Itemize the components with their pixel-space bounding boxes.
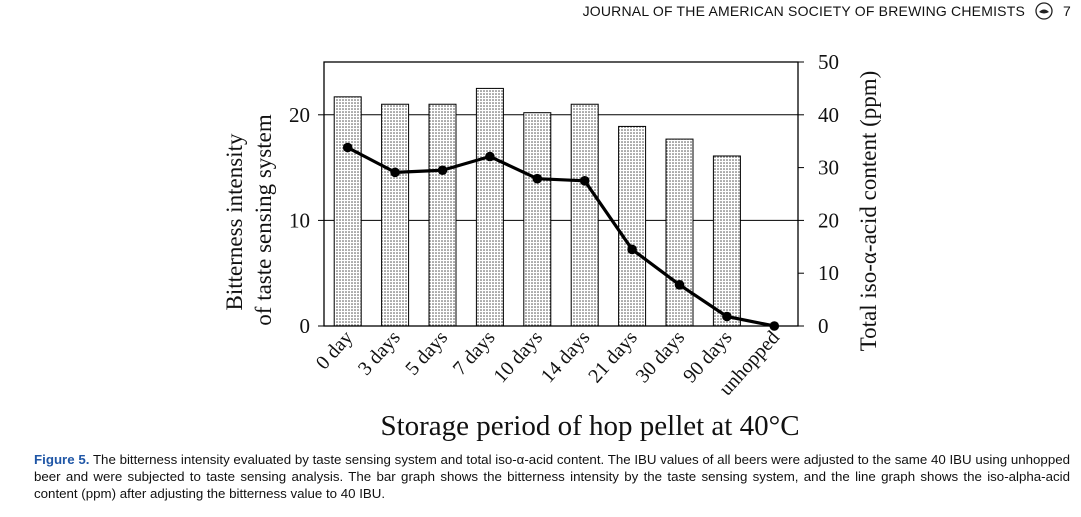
bar-series xyxy=(333,87,741,327)
figure-label: Figure 5. xyxy=(34,452,90,467)
page-header: JOURNAL OF THE AMERICAN SOCIETY OF BREWI… xyxy=(583,0,1071,22)
bar-4 xyxy=(523,112,552,327)
category-label-6: 21 days xyxy=(584,326,642,387)
figure-caption-text: The bitterness intensity evaluated by ta… xyxy=(34,452,1070,501)
category-label-7: 30 days xyxy=(632,326,690,387)
line-point-4 xyxy=(532,173,543,184)
line-point-0 xyxy=(342,142,353,153)
bar-8 xyxy=(712,155,741,327)
bar-5 xyxy=(570,103,599,327)
line-point-1 xyxy=(390,167,400,178)
line-point-8 xyxy=(722,311,732,322)
bar-7 xyxy=(665,138,694,327)
line-point-2 xyxy=(437,165,448,176)
page-number: 7 xyxy=(1063,3,1071,19)
bar-1 xyxy=(381,103,410,327)
left-axis-label-line2: of taste sensing system xyxy=(251,114,276,326)
right-tick-label-30: 30 xyxy=(818,156,839,180)
journal-logo-icon xyxy=(1035,2,1053,20)
right-tick-label-10: 10 xyxy=(818,261,839,285)
line-point-5 xyxy=(579,176,590,186)
bar-6 xyxy=(618,125,647,327)
left-tick-label-0: 0 xyxy=(300,314,311,338)
journal-title: JOURNAL OF THE AMERICAN SOCIETY OF BREWI… xyxy=(582,3,1025,19)
right-tick-label-20: 20 xyxy=(818,208,839,232)
bar-3 xyxy=(475,87,504,327)
right-axis-label: Total iso-α-acid content (ppm) xyxy=(856,71,881,352)
iso-acid-line xyxy=(346,146,775,328)
category-label-0: 0 day xyxy=(312,327,358,374)
left-tick-label-10: 10 xyxy=(289,208,310,232)
line-point-7 xyxy=(674,280,685,290)
line-point-6 xyxy=(627,244,637,255)
line-point-9 xyxy=(769,321,780,331)
left-tick-label-20: 20 xyxy=(289,103,310,127)
category-label-2: 5 days xyxy=(401,326,452,379)
bar-0 xyxy=(333,96,362,327)
left-axis-ticks: 0 10 20 xyxy=(289,103,324,338)
line-point-3 xyxy=(485,151,495,162)
left-axis-label-line1: Bitterness intensity xyxy=(222,133,247,310)
x-axis-label: Storage period of hop pellet at 40°C xyxy=(380,410,799,442)
category-label-4: 10 days xyxy=(489,326,547,387)
right-tick-label-40: 40 xyxy=(818,103,839,127)
category-label-5: 14 days xyxy=(537,326,595,387)
line-series xyxy=(342,142,780,331)
right-tick-label-0: 0 xyxy=(818,314,829,338)
right-tick-label-50: 50 xyxy=(818,50,839,74)
figure-caption: Figure 5. The bitterness intensity evalu… xyxy=(34,451,1070,502)
category-label-1: 3 days xyxy=(354,326,405,379)
bar-2 xyxy=(428,103,457,327)
right-axis-ticks: 0 10 20 30 40 50 xyxy=(798,50,839,338)
plot-frame xyxy=(323,61,799,327)
